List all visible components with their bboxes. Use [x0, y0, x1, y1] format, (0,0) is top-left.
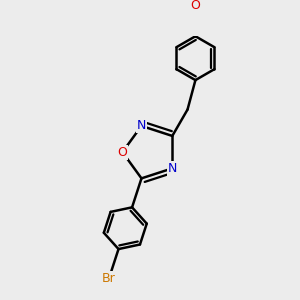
Text: N: N [137, 119, 146, 132]
Text: O: O [118, 146, 128, 159]
Text: Br: Br [102, 272, 116, 284]
Text: N: N [168, 162, 177, 175]
Text: O: O [190, 0, 200, 12]
